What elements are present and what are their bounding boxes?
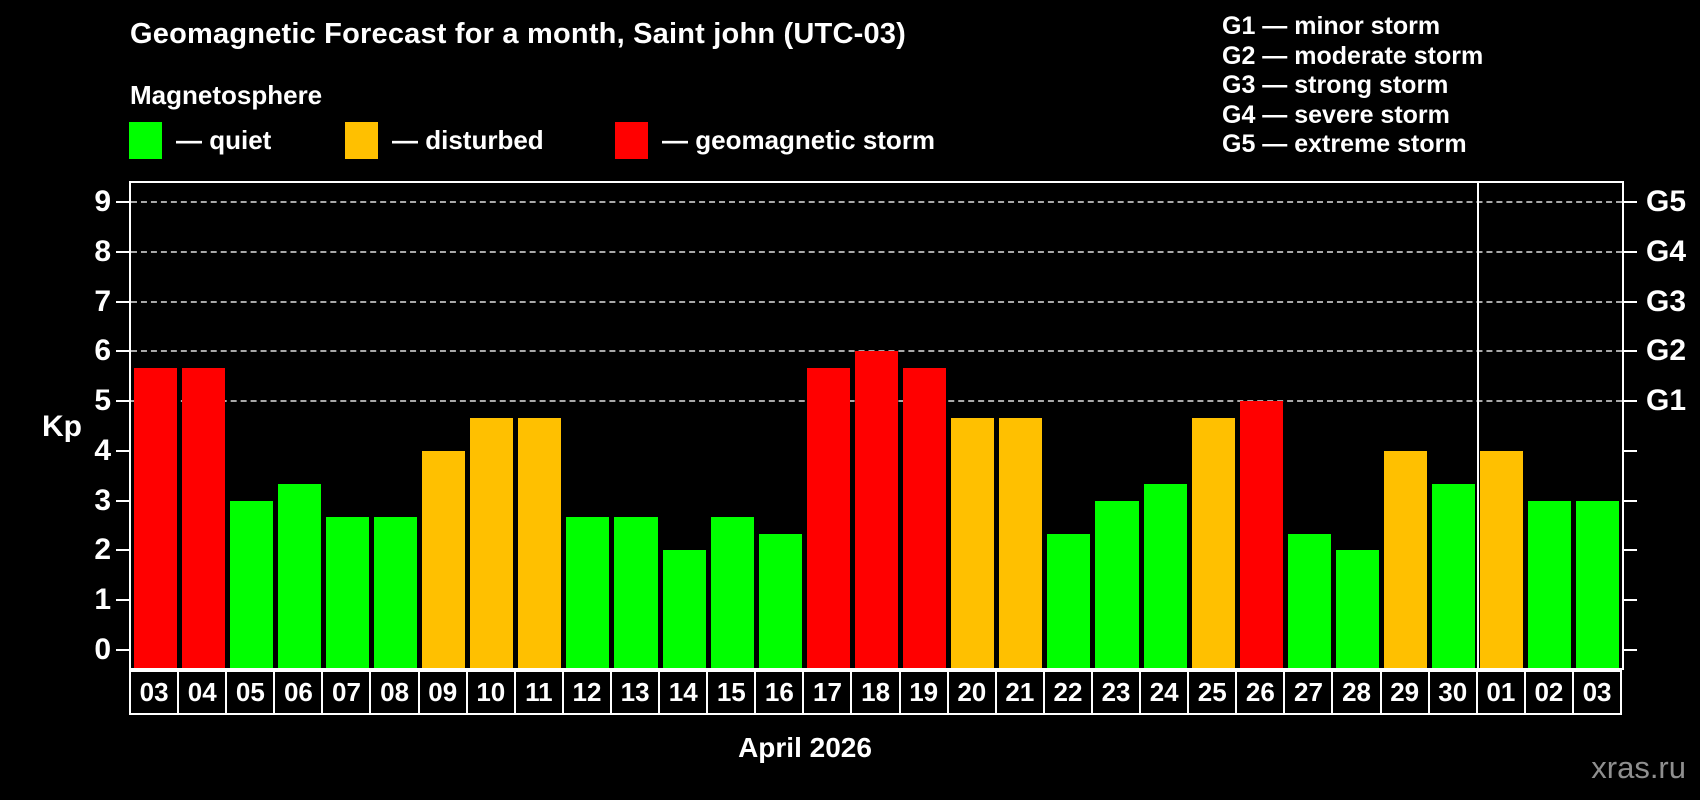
g-axis-label-g3: G3 (1646, 284, 1687, 318)
day-label: 06 (273, 670, 324, 715)
y-axis-tick (116, 499, 129, 502)
day-label: 10 (465, 670, 516, 715)
day-label: 11 (513, 670, 565, 715)
day-label: 18 (850, 670, 901, 715)
day-label: 17 (802, 670, 853, 715)
g5-legend-line: G5 — extreme storm (1222, 130, 1467, 158)
storm-swatch (615, 121, 648, 159)
g-axis-label-g1: G1 (1646, 384, 1687, 418)
y-axis-tick (116, 350, 129, 353)
legend-item-storm: — geomagnetic storm (615, 120, 935, 160)
day-label: 12 (561, 670, 613, 715)
y-axis-label: 0 (94, 633, 111, 666)
y-axis-tick-right (1624, 201, 1637, 203)
quiet-swatch (129, 121, 162, 159)
y-axis-tick-right (1624, 300, 1637, 303)
y-axis-title: Kp (42, 410, 82, 443)
page-title: Geomagnetic Forecast for a month, Saint … (130, 18, 906, 50)
disturbed-label: — disturbed (392, 124, 544, 155)
y-axis-label: 9 (94, 185, 111, 218)
g-axis-label-g5: G5 (1646, 185, 1687, 218)
y-axis-label: 8 (94, 234, 111, 268)
y-axis-tick-right (1624, 599, 1637, 602)
g4-legend-line: G4 — severe storm (1222, 100, 1450, 129)
day-label: 30 (1427, 670, 1478, 715)
quiet-label: — quiet (176, 124, 272, 155)
y-axis-tick (116, 400, 129, 403)
x-axis-title: April 2026 (738, 732, 872, 763)
y-axis-label: 1 (94, 583, 111, 617)
g3-legend-line: G3 — strong storm (1222, 71, 1449, 99)
day-label: 13 (609, 670, 661, 715)
y-axis-tick-right (1624, 499, 1637, 502)
magnetosphere-label: Magnetosphere (130, 80, 323, 110)
g-axis-label-g4: G4 (1646, 234, 1687, 268)
day-label: 19 (898, 670, 949, 715)
y-axis-tick-right (1624, 649, 1637, 651)
y-axis-tick (116, 449, 129, 452)
day-label: 26 (1235, 670, 1286, 715)
y-axis-tick-right (1624, 350, 1637, 353)
day-label: 03 (129, 670, 180, 715)
y-axis-tick-right (1624, 449, 1637, 452)
y-axis-tick (116, 201, 129, 203)
day-label: 27 (1283, 670, 1334, 715)
day-label: 04 (177, 670, 228, 715)
day-label: 08 (369, 670, 420, 715)
y-axis-tick-right (1624, 549, 1637, 552)
y-axis-tick-right (1624, 250, 1637, 253)
day-label: 29 (1379, 670, 1430, 715)
day-label: 05 (225, 670, 276, 715)
storm-label: — geomagnetic storm (662, 124, 936, 155)
day-label: 16 (754, 670, 805, 715)
watermark: xras.ru (1591, 750, 1686, 785)
y-axis-tick (116, 549, 129, 552)
day-label: 25 (1187, 670, 1238, 715)
day-label: 22 (1042, 670, 1094, 715)
day-label: 24 (1139, 670, 1190, 715)
day-label: 09 (417, 670, 468, 715)
legend-item-quiet: — quiet (129, 120, 271, 160)
y-axis-label: 2 (94, 533, 111, 567)
y-axis-label: 3 (94, 483, 111, 517)
legend-item-disturbed: — disturbed (345, 120, 544, 160)
y-axis-tick-right (1624, 400, 1637, 403)
g-scale-legend: G1 — minor storm G2 — moderate storm G3 … (1222, 12, 1483, 160)
day-label: 23 (1090, 670, 1142, 715)
y-axis-label: 6 (94, 334, 111, 368)
y-axis-tick (116, 300, 129, 303)
day-label: 03 (1571, 670, 1623, 715)
plot-frame (129, 181, 1624, 670)
g1-legend-line: G1 — minor storm (1222, 12, 1441, 40)
y-axis-tick (116, 649, 129, 651)
y-axis-tick (116, 250, 129, 253)
day-label: 21 (994, 670, 1046, 715)
g2-legend-line: G2 — moderate storm (1222, 41, 1484, 70)
day-label: 02 (1523, 670, 1575, 715)
y-axis-label: 7 (94, 284, 111, 318)
day-label: 01 (1475, 670, 1526, 715)
y-axis-tick (116, 599, 129, 602)
day-label: 14 (658, 670, 709, 715)
g-axis-label-g2: G2 (1646, 334, 1687, 368)
day-label: 15 (706, 670, 757, 715)
day-label: 28 (1331, 670, 1382, 715)
day-label: 20 (946, 670, 997, 715)
day-label: 07 (321, 670, 372, 715)
disturbed-swatch (345, 121, 378, 159)
